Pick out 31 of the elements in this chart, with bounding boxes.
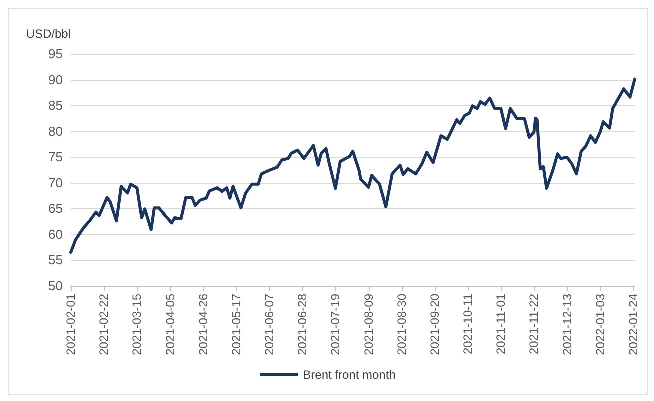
- y-tick-label: 55: [48, 252, 63, 268]
- y-axis-title: USD/bbl: [26, 27, 71, 41]
- x-tick-label: 2021-07-19: [328, 294, 343, 356]
- y-tick-label: 95: [48, 46, 63, 62]
- x-tick-label: 2021-06-28: [296, 294, 310, 356]
- x-tick-label: 2021-11-01: [494, 294, 508, 354]
- x-tick-label: 2021-03-15: [130, 294, 144, 356]
- x-tick-label: 2021-06-07: [262, 294, 277, 356]
- legend-label: Brent front month: [303, 368, 396, 382]
- x-tick-label: 2021-08-30: [394, 294, 409, 356]
- x-tick-label: 2021-10-11: [461, 294, 476, 354]
- y-tick-label: 75: [48, 150, 63, 165]
- x-tick-label: 2021-04-05: [163, 294, 178, 356]
- x-tick-label: 2021-11-22: [527, 294, 542, 354]
- x-tick-label: 2021-09-20: [428, 294, 442, 356]
- y-tick-label: 80: [48, 124, 63, 139]
- x-tick-label: 2022-01-03: [593, 294, 608, 356]
- y-tick-label: 85: [48, 98, 63, 114]
- line-series: [70, 78, 636, 254]
- x-tick-label: 2021-05-17: [229, 294, 244, 356]
- y-tick-label: 70: [48, 175, 63, 190]
- y-tick-label: 90: [48, 72, 63, 88]
- x-tick-label: 2021-08-09: [362, 294, 376, 356]
- y-tick-label: 60: [48, 226, 63, 242]
- x-tick-label: 2021-02-01: [64, 294, 78, 356]
- x-tick-label: 2021-04-26: [196, 294, 210, 356]
- y-tick-label: 65: [48, 201, 63, 216]
- x-tick-label: 2021-12-13: [560, 294, 574, 356]
- x-tick-label: 2022-01-24: [626, 294, 640, 356]
- y-tick-label: 50: [48, 278, 63, 294]
- x-tick-label: 2021-02-22: [97, 294, 112, 356]
